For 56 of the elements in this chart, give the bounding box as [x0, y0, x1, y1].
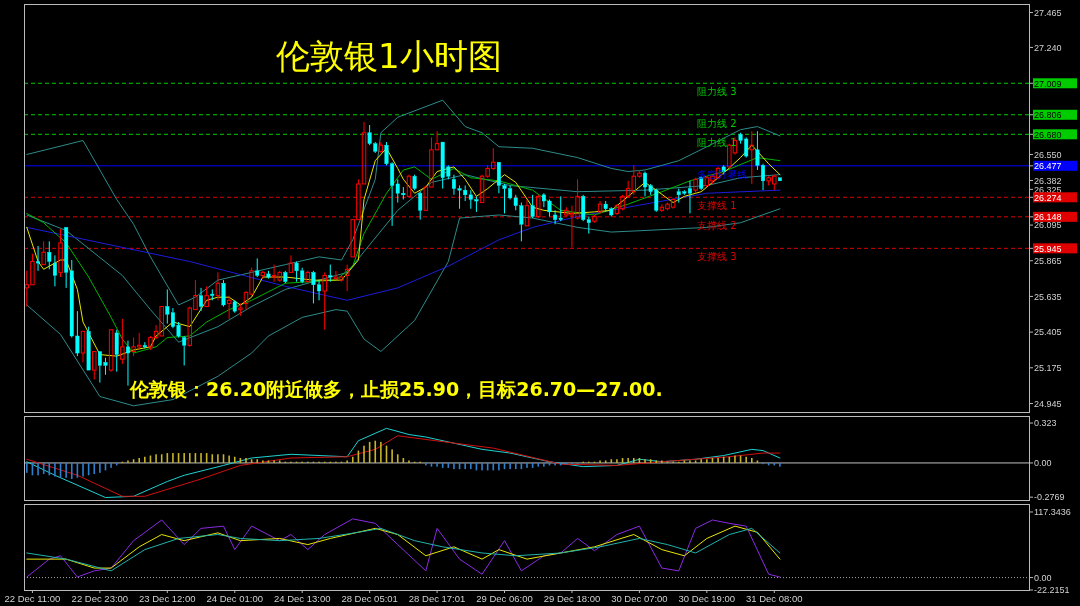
- y-tick-label: 26.382: [1034, 175, 1062, 186]
- y-tick-label: 26.477: [1034, 161, 1062, 172]
- y-tick-label: 25.635: [1034, 291, 1062, 302]
- line-series: [26, 189, 781, 301]
- y-tick-label: 26.095: [1034, 220, 1062, 231]
- candlestick: [406, 174, 412, 199]
- candlestick: [378, 141, 384, 154]
- x-tick-label: 29 Dec 06:00: [476, 593, 533, 604]
- line-series: [26, 518, 781, 578]
- y-tick-label: -0.2769: [1034, 492, 1065, 503]
- y-tick-label: 26.680: [1034, 129, 1062, 140]
- y-tick-label: 25.405: [1034, 327, 1062, 338]
- ref-line-label: 阻力线 1: [697, 137, 737, 149]
- y-tick-label: -22.2151: [1034, 585, 1070, 596]
- ref-line-label: 阻力线 3: [697, 86, 737, 98]
- y-tick-label: 24.945: [1034, 398, 1062, 409]
- candlestick: [322, 271, 327, 331]
- x-tick-label: 22 Dec 23:00: [71, 593, 129, 604]
- y-tick-label: 25.865: [1034, 256, 1062, 267]
- x-tick-label: 30 Dec 07:00: [611, 593, 668, 604]
- candlestick: [52, 254, 57, 287]
- x-tick-label: 28 Dec 17:01: [408, 593, 466, 604]
- x-tick-label: 28 Dec 05:01: [341, 593, 398, 604]
- y-tick-label: 26.806: [1034, 110, 1062, 121]
- x-tick-label: 22 Dec 11:00: [4, 593, 61, 604]
- ref-line-label: 支撑线 1: [697, 200, 737, 212]
- annotation: 伦敦银：26.20附近做多，止损25.90，目标26.70—27.00.: [129, 378, 663, 400]
- y-tick-label: 27.009: [1034, 78, 1062, 89]
- y-tick-label: 25.175: [1034, 363, 1062, 374]
- y-tick-label: 0.00: [1034, 458, 1052, 469]
- y-tick-label: 26.274: [1034, 192, 1062, 203]
- y-tick-label: 27.240: [1034, 42, 1062, 53]
- candlestick: [199, 287, 203, 312]
- ref-line-label: 支撑线 3: [697, 251, 737, 263]
- x-tick-label: 23 Dec 12:00: [139, 593, 196, 604]
- y-tick-label: 26.148: [1034, 212, 1062, 223]
- ref-line-label: 阻力线 2: [697, 117, 737, 129]
- candlestick: [226, 295, 232, 320]
- y-tick-label: 0.323: [1034, 418, 1057, 429]
- y-tick-label: 27.465: [1034, 7, 1062, 18]
- ref-line-label: 支撑线 2: [697, 219, 737, 231]
- text: 伦敦银1小时图: [276, 36, 502, 76]
- x-tick-label: 30 Dec 19:00: [678, 593, 736, 604]
- x-tick-label: 24 Dec 13:00: [273, 593, 331, 604]
- x-tick-label: 29 Dec 18:00: [543, 593, 601, 604]
- candlestick: [260, 270, 266, 280]
- candlestick: [215, 271, 221, 301]
- y-tick-label: 0.00: [1034, 572, 1052, 583]
- candlestick: [126, 340, 130, 387]
- y-tick-label: 25.945: [1034, 243, 1062, 254]
- y-tick-label: 26.550: [1034, 149, 1062, 160]
- x-tick-label: 31 Dec 08:00: [746, 593, 803, 604]
- y-tick-label: 117.3436: [1034, 507, 1071, 518]
- candlestick: [749, 130, 755, 185]
- candlestick: [36, 245, 40, 272]
- x-tick-label: 24 Dec 01:00: [206, 593, 264, 604]
